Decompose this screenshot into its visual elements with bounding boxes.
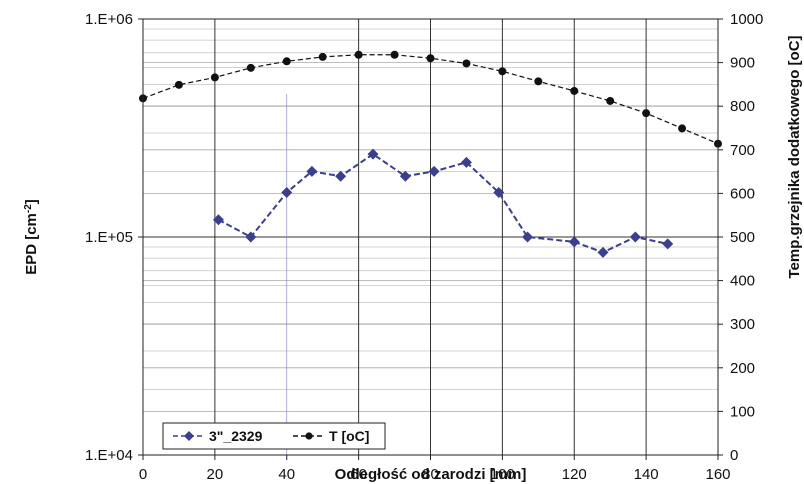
series-2-point (534, 77, 543, 86)
series-1-point (522, 231, 534, 243)
y-left-axis-title-close: ] (23, 199, 40, 204)
x-tick-label: 60 (350, 466, 367, 483)
legend: 3"_2329 T [oC] (162, 422, 386, 450)
y-right-tick-label: 400 (730, 273, 755, 290)
y-right-tick-label: 600 (730, 185, 755, 202)
series-1-point (460, 156, 472, 168)
series-2-point (498, 67, 507, 76)
series-1-point (629, 231, 641, 243)
series-2-point (174, 80, 183, 89)
series-1-point (428, 165, 440, 177)
series-2-point (570, 86, 579, 95)
tick-labels: 0 20 40 60 80 100 120 140 160 1.E+04 1.E+05 1.E+06 0… (85, 11, 763, 483)
series-1-point (367, 148, 379, 160)
y-right-tick-label: 300 (730, 316, 755, 333)
series-1-point (597, 246, 609, 258)
x-tick-label: 20 (207, 466, 224, 483)
series-2 (139, 50, 722, 148)
series-1-point (245, 231, 257, 243)
x-tick-label: 0 (139, 466, 147, 483)
x-axis-title: Odległość od zarodzi [mm] (335, 466, 527, 483)
x-tick-label: 120 (562, 466, 587, 483)
y-left-axis-title-main: EPD [cm (23, 213, 40, 275)
y-right-tick-label: 100 (730, 403, 755, 420)
y-left-tick-label: 1.E+04 (85, 447, 133, 464)
y-left-axis-title-sup: -2 (23, 204, 34, 213)
series-1-point (212, 214, 224, 226)
legend-item-2: T [oC] (293, 428, 369, 444)
series-1-point (493, 187, 505, 199)
series-2-line (142, 54, 719, 145)
y-right-axis-title: Temp.grzejnika dodatkowego [oC] (786, 35, 803, 278)
y-right-tick-label: 700 (730, 142, 755, 159)
y-left-axis-title: EPD [cm-2] (23, 199, 41, 275)
series-2-point (678, 124, 687, 133)
series-1-line (217, 152, 668, 254)
legend-label: T [oC] (329, 428, 369, 444)
x-tick-label: 140 (634, 466, 659, 483)
x-tick-label: 40 (278, 466, 295, 483)
series-2-point (390, 50, 399, 59)
legend-item-1: 3"_2329 (173, 428, 263, 444)
series-2-point (246, 63, 255, 72)
series-1-point (335, 170, 347, 182)
x-tick-label: 80 (422, 466, 439, 483)
grid (143, 18, 718, 456)
y-left-tick-label: 1.E+05 (85, 229, 133, 246)
x-tick-label: 160 (705, 466, 730, 483)
y-right-tick-label: 0 (730, 447, 738, 464)
x-tick-label: 100 (490, 466, 515, 483)
y-right-tick-label: 1000 (730, 11, 763, 28)
legend-marker (184, 431, 194, 441)
series-1-point (399, 170, 411, 182)
y-right-tick-label: 200 (730, 360, 755, 377)
series-1-point (306, 165, 318, 177)
legend-marker (305, 432, 313, 440)
series-1-point (662, 238, 674, 250)
series-2-point (642, 109, 651, 118)
series-2-point (282, 57, 291, 66)
legend-label: 3"_2329 (209, 428, 263, 444)
series-2-point (318, 52, 327, 61)
series-layer (139, 50, 722, 258)
series-2-point (210, 73, 219, 82)
series-1-point (568, 236, 580, 248)
y-right-tick-label: 800 (730, 98, 755, 115)
series-2-point (462, 59, 471, 68)
y-right-tick-label: 900 (730, 55, 755, 72)
y-right-tick-label: 500 (730, 229, 755, 246)
series-2-point (426, 54, 435, 63)
series-2-point (354, 50, 363, 59)
series-2-point (606, 96, 615, 105)
y-left-tick-label: 1.E+06 (85, 11, 133, 28)
series-1-point (281, 187, 293, 199)
series-1 (212, 148, 674, 258)
